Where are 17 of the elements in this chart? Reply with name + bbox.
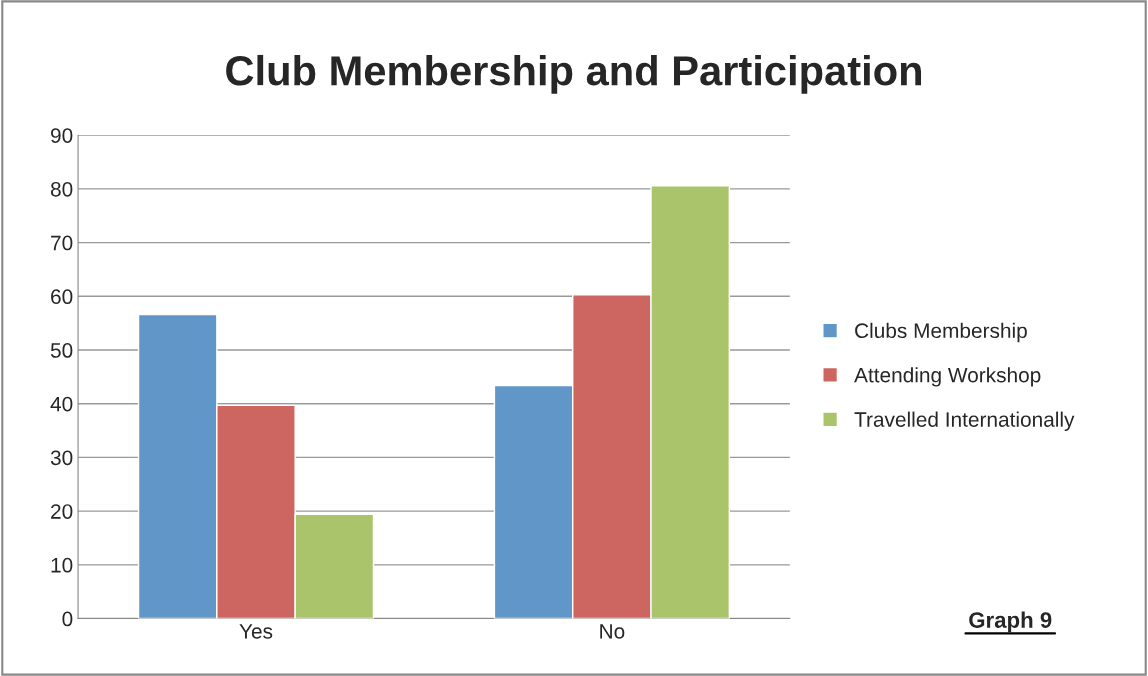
legend-label: Clubs Membership [855, 322, 1027, 343]
y-tick-label: 60 [51, 289, 73, 305]
legend-label: Attending Workshop [854, 367, 1041, 387]
x-tick-label: Yes [239, 624, 273, 639]
x-tick-label: No [600, 624, 625, 639]
chart-title: Club Membership and Participation [226, 54, 922, 94]
y-tick-label: 0 [62, 611, 73, 627]
y-tick-label: 50 [50, 343, 73, 358]
y-tick-label: 20 [51, 504, 73, 519]
legend-label: Travelled Internationally [854, 411, 1075, 431]
y-tick-label: 90 [51, 128, 73, 143]
y-tick-label: 40 [50, 396, 73, 412]
y-tick-label: 30 [50, 450, 73, 466]
y-tick-label: 70 [51, 235, 73, 251]
y-tick-label: 80 [50, 181, 73, 197]
y-tick-label: 10 [51, 557, 73, 573]
caption: Graph 9 [969, 611, 1052, 633]
